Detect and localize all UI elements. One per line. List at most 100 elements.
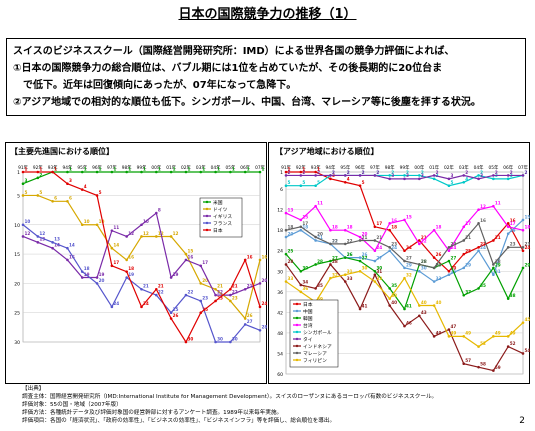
x-tick-label: 94年 [63, 164, 73, 171]
series-point [388, 287, 391, 290]
legend-entry: フィリピン [303, 358, 327, 364]
series-point [95, 282, 99, 285]
series-point [66, 170, 69, 174]
series-point [373, 280, 377, 283]
series-point [169, 311, 173, 314]
series-point [21, 235, 25, 238]
series-point [199, 299, 203, 303]
data-label: 26 [436, 252, 442, 257]
series-point [521, 249, 525, 253]
series-point [110, 170, 114, 174]
series-point [418, 304, 421, 307]
series-point [358, 307, 362, 311]
data-label: 15 [187, 248, 193, 253]
series-point [506, 297, 510, 300]
series-point [66, 182, 69, 186]
data-label: 24 [480, 245, 486, 250]
series-point [314, 174, 317, 177]
x-tick-label: 01年 [166, 164, 176, 171]
series-point [80, 276, 84, 279]
x-tick-label: 00年 [414, 164, 424, 171]
data-label: 2 [347, 170, 350, 175]
x-tick-label: 97年 [107, 164, 117, 171]
data-label: 36 [302, 286, 308, 291]
y-tick-label: 48 [277, 331, 283, 337]
x-tick-label: 04年 [211, 164, 221, 171]
data-label: 2 [347, 170, 350, 175]
data-label: 49 [495, 331, 501, 336]
series-point [403, 249, 406, 253]
data-label: 8 [158, 207, 161, 212]
series-point [199, 170, 203, 174]
x-tick-label: 05年 [225, 164, 235, 171]
y-tick-label: 36 [277, 290, 283, 296]
series-point [432, 335, 436, 338]
data-label: 1 [288, 166, 291, 171]
legend-entry: ドイツ [213, 208, 228, 213]
series-point [447, 335, 451, 338]
summary-line: ②アジア地域での相対的な順位も低下。シンガポール、中国、台湾、マレーシア等に後塵… [13, 97, 481, 108]
series-point [492, 239, 495, 242]
series-point [521, 228, 525, 232]
data-label: 3 [480, 173, 483, 178]
series-point [477, 365, 480, 369]
data-label: 18 [302, 225, 308, 230]
series-point [258, 328, 262, 332]
data-label: 29 [436, 262, 442, 267]
data-label: 30 [450, 266, 456, 271]
data-label: 30 [302, 266, 308, 271]
data-label: 17 [376, 221, 382, 226]
left-chart-frame [5, 142, 267, 384]
data-label: 22 [421, 238, 427, 243]
x-tick-label: 93年 [311, 164, 321, 171]
series-point [418, 242, 421, 246]
series-point [184, 293, 188, 297]
series-point [169, 235, 173, 238]
data-label: 2 [362, 170, 365, 175]
series-point [169, 317, 173, 320]
data-label: 18 [391, 225, 397, 230]
series-point [299, 170, 303, 174]
data-label: 22 [347, 238, 353, 243]
data-label: 3 [69, 178, 72, 183]
y-tick-label: 25 [14, 311, 20, 317]
data-label: 11 [495, 201, 501, 206]
x-tick-label: 96年 [92, 164, 102, 171]
series-point [299, 225, 303, 229]
legend-entry: シンガポール [303, 329, 332, 336]
series-point [299, 218, 303, 222]
series-point [343, 273, 347, 277]
data-label: 49 [465, 331, 471, 336]
series-point [125, 258, 128, 262]
data-label: 11 [317, 201, 323, 206]
source-line: 評価対象：55の国・地域（2007年版） [22, 402, 122, 408]
series-point [284, 228, 288, 232]
series-point [329, 259, 332, 263]
x-tick-label: 98年 [385, 164, 395, 171]
summary-line: で低下。近年は回復傾向にあったが、07年になって急降下。 [13, 80, 297, 91]
data-label: 27 [362, 255, 368, 260]
data-label: 21 [232, 284, 238, 289]
series-point [432, 280, 436, 283]
data-label: 29 [406, 262, 412, 267]
data-label: 54 [525, 348, 531, 353]
data-label: 25 [173, 307, 179, 312]
left-chart-title: 【主要先進国における順位】 [10, 147, 114, 156]
legend-entry: 米国 [213, 199, 223, 206]
series-point [388, 297, 391, 300]
legend-entry: マレーシア [303, 351, 327, 357]
data-label: 4 [84, 184, 87, 189]
data-label: 26 [362, 252, 368, 257]
series-point [314, 204, 317, 208]
series-point [66, 246, 69, 250]
data-label: 1 [158, 166, 161, 171]
data-label: 25 [288, 249, 294, 254]
x-tick-label: 92年 [296, 164, 306, 171]
series-point [243, 317, 247, 320]
data-label: 10 [25, 219, 31, 224]
series-point [214, 287, 217, 291]
series-point [492, 204, 495, 208]
data-label: 2 [465, 170, 468, 175]
data-label: 47 [450, 324, 456, 329]
